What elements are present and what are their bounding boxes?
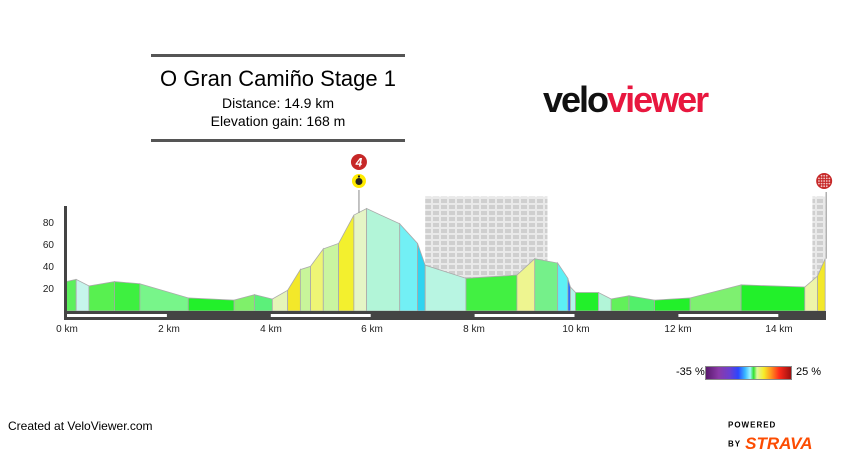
distance-range-bar	[67, 314, 167, 317]
checker-dot	[825, 180, 828, 182]
profile-segment	[689, 284, 742, 312]
checker-dot	[823, 180, 826, 182]
checker-dot	[818, 177, 820, 180]
profile-segment	[233, 294, 255, 312]
checker-dot	[828, 180, 831, 182]
checker-dot	[823, 177, 826, 180]
x-tick-8: 8 km	[463, 324, 485, 335]
y-axis-line	[64, 206, 67, 320]
profile-segment	[322, 242, 339, 312]
x-axis-bar	[64, 311, 826, 320]
profile-segment	[139, 283, 189, 312]
profile-segment	[534, 258, 559, 312]
veloviewer-logo: veloviewer	[543, 79, 709, 120]
distance-range-bar	[270, 314, 371, 317]
profile-segment	[598, 291, 612, 312]
profile-segment	[575, 292, 599, 312]
profile-segment	[338, 214, 355, 312]
climb-category-label: 4	[355, 156, 363, 170]
checker-dot	[818, 182, 820, 185]
title-box: O Gran Camiño Stage 1 Distance: 14.9 km …	[151, 54, 405, 142]
gradient-legend-bar	[705, 366, 792, 380]
x-tick-10: 10 km	[562, 324, 590, 335]
legend-max-label: 25 %	[796, 366, 822, 378]
checker-dot	[828, 182, 831, 185]
checker-dot	[823, 174, 826, 177]
elevation-profile-chart: 4	[64, 154, 833, 320]
x-tick-6: 6 km	[361, 324, 383, 335]
profile-segment	[187, 297, 235, 312]
x-tick-12: 12 km	[664, 324, 692, 335]
profile-segment	[114, 281, 141, 312]
profile-segment	[557, 261, 569, 312]
elevation-gain-text: Elevation gain: 168 m	[210, 113, 346, 129]
profile-segment	[417, 243, 426, 312]
y-tick-80: 80	[42, 218, 54, 229]
distance-range-bar	[474, 314, 575, 317]
profile-segment	[299, 265, 311, 312]
title-rule-bottom	[151, 139, 405, 142]
profile-segment	[740, 284, 806, 312]
markers: 4	[350, 154, 833, 259]
logo-viewer: viewer	[607, 79, 709, 120]
checker-dot	[825, 182, 828, 185]
strava-logo: STRAVA	[745, 434, 813, 453]
profile-segment	[628, 295, 655, 312]
profile-segment	[271, 289, 289, 312]
profile-segment	[75, 278, 90, 312]
legend-min-label: -35 %	[676, 366, 705, 378]
profile-segment	[254, 294, 273, 312]
y-tick-40: 40	[42, 262, 54, 273]
profile-segment	[465, 274, 518, 312]
profile-segment	[654, 297, 691, 312]
chart-axis	[64, 206, 826, 320]
profile-segment	[310, 247, 324, 312]
profile-segment	[366, 207, 401, 312]
distance-text: Distance: 14.9 km	[221, 95, 335, 111]
climb-category-icon	[350, 154, 367, 170]
checker-dot	[825, 177, 828, 180]
x-tick-0: 0 km	[56, 324, 78, 335]
checker-dot	[823, 185, 826, 188]
profile-segment	[804, 275, 818, 312]
profile-segment	[570, 286, 576, 312]
profile-segment	[353, 207, 368, 312]
checker-dot	[818, 180, 820, 182]
profile-segment	[88, 281, 115, 312]
created-at-link[interactable]: Created at VeloViewer.com	[8, 419, 153, 433]
logo-velo: velo	[543, 79, 609, 120]
powered-by-strava[interactable]: POWERED BY STRAVA	[728, 416, 860, 454]
checker-dot	[820, 174, 823, 177]
checker-dot	[825, 185, 828, 188]
distance-range-bar	[678, 314, 779, 317]
profile-segment	[65, 278, 77, 312]
y-tick-20: 20	[42, 284, 54, 295]
checker-dot	[828, 177, 831, 180]
checker-dot	[825, 174, 828, 177]
stopwatch-face	[355, 178, 363, 185]
profile-segment	[610, 295, 630, 312]
x-tick-14: 14 km	[765, 324, 793, 335]
x-tick-4: 4 km	[260, 324, 282, 335]
title-rule-top	[151, 54, 405, 57]
checker-dot	[823, 182, 826, 185]
page-title: O Gran Camiño Stage 1	[159, 66, 396, 91]
y-tick-60: 60	[42, 240, 54, 251]
profile-segment	[287, 268, 301, 312]
stopwatch-crown	[357, 175, 360, 178]
checker-dot	[820, 185, 823, 188]
checker-dot	[820, 177, 823, 180]
checker-dot	[820, 182, 823, 185]
x-tick-2: 2 km	[158, 324, 180, 335]
checker-dot	[820, 180, 823, 182]
profile-segment	[399, 222, 418, 312]
